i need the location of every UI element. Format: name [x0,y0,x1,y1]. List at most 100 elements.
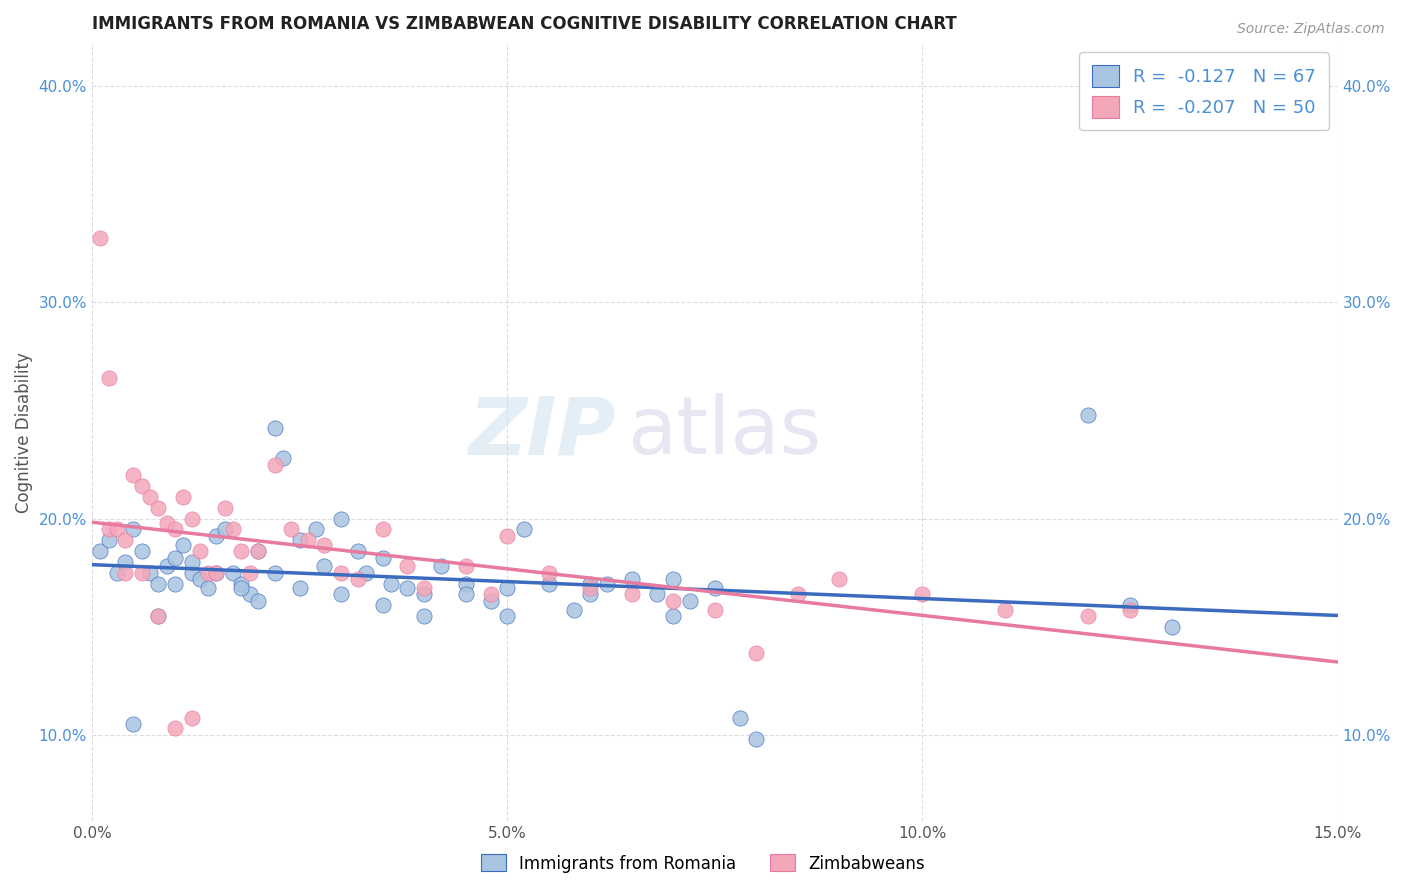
Point [139,566,162,580]
Point [263,421,285,435]
Point [745,732,768,747]
Point [214,500,236,515]
Point [280,523,302,537]
Point [371,550,394,565]
Point [429,559,451,574]
Point [231,581,253,595]
Point [247,544,270,558]
Point [188,572,211,586]
Point [163,722,186,736]
Y-axis label: Cognitive Disability: Cognitive Disability [15,351,32,513]
Point [114,533,136,548]
Point [148,500,170,515]
Point [222,523,245,537]
Point [97,533,120,548]
Point [396,559,419,574]
Point [163,576,186,591]
Point [479,594,502,608]
Point [172,538,194,552]
Point [97,371,120,385]
Point [156,559,179,574]
Point [346,544,368,558]
Point [413,581,436,595]
Point [620,587,643,601]
Point [679,594,702,608]
Point [413,587,436,601]
Point [97,523,120,537]
Point [728,711,751,725]
Point [148,576,170,591]
Point [537,576,560,591]
Point [828,572,851,586]
Point [197,581,219,595]
Point [579,576,602,591]
Point [413,609,436,624]
Point [354,566,377,580]
Point [288,533,311,548]
Point [205,566,228,580]
Point [620,572,643,586]
Point [994,602,1017,616]
Point [214,523,236,537]
Point [288,581,311,595]
Point [380,576,402,591]
Point [911,587,934,601]
Point [645,587,668,601]
Point [1160,620,1182,634]
Point [703,581,725,595]
Point [122,717,145,731]
Point [1119,598,1142,612]
Point [239,566,262,580]
Point [579,587,602,601]
Text: ZIP: ZIP [468,393,614,471]
Point [537,566,560,580]
Point [197,566,219,580]
Point [114,555,136,569]
Point [148,609,170,624]
Point [263,458,285,472]
Point [513,523,536,537]
Text: atlas: atlas [627,393,823,471]
Point [579,581,602,595]
Point [131,544,153,558]
Point [263,566,285,580]
Point [131,566,153,580]
Point [371,523,394,537]
Point [247,594,270,608]
Point [330,566,353,580]
Point [745,646,768,660]
Point [222,566,245,580]
Point [496,609,519,624]
Point [271,451,294,466]
Point [89,544,111,558]
Point [180,711,202,725]
Point [786,587,808,601]
Point [662,572,685,586]
Point [156,516,179,530]
Point [662,594,685,608]
Point [396,581,419,595]
Point [180,511,202,525]
Legend: Immigrants from Romania, Zimbabweans: Immigrants from Romania, Zimbabweans [474,847,932,880]
Point [139,490,162,504]
Point [239,587,262,601]
Point [114,566,136,580]
Point [205,529,228,543]
Point [1119,602,1142,616]
Point [662,609,685,624]
Point [122,523,145,537]
Point [148,609,170,624]
Point [122,468,145,483]
Point [454,587,477,601]
Point [562,602,585,616]
Point [703,602,725,616]
Point [231,544,253,558]
Point [105,523,128,537]
Point [163,523,186,537]
Point [346,572,368,586]
Point [454,559,477,574]
Point [247,544,270,558]
Point [180,566,202,580]
Point [496,581,519,595]
Point [1077,609,1099,624]
